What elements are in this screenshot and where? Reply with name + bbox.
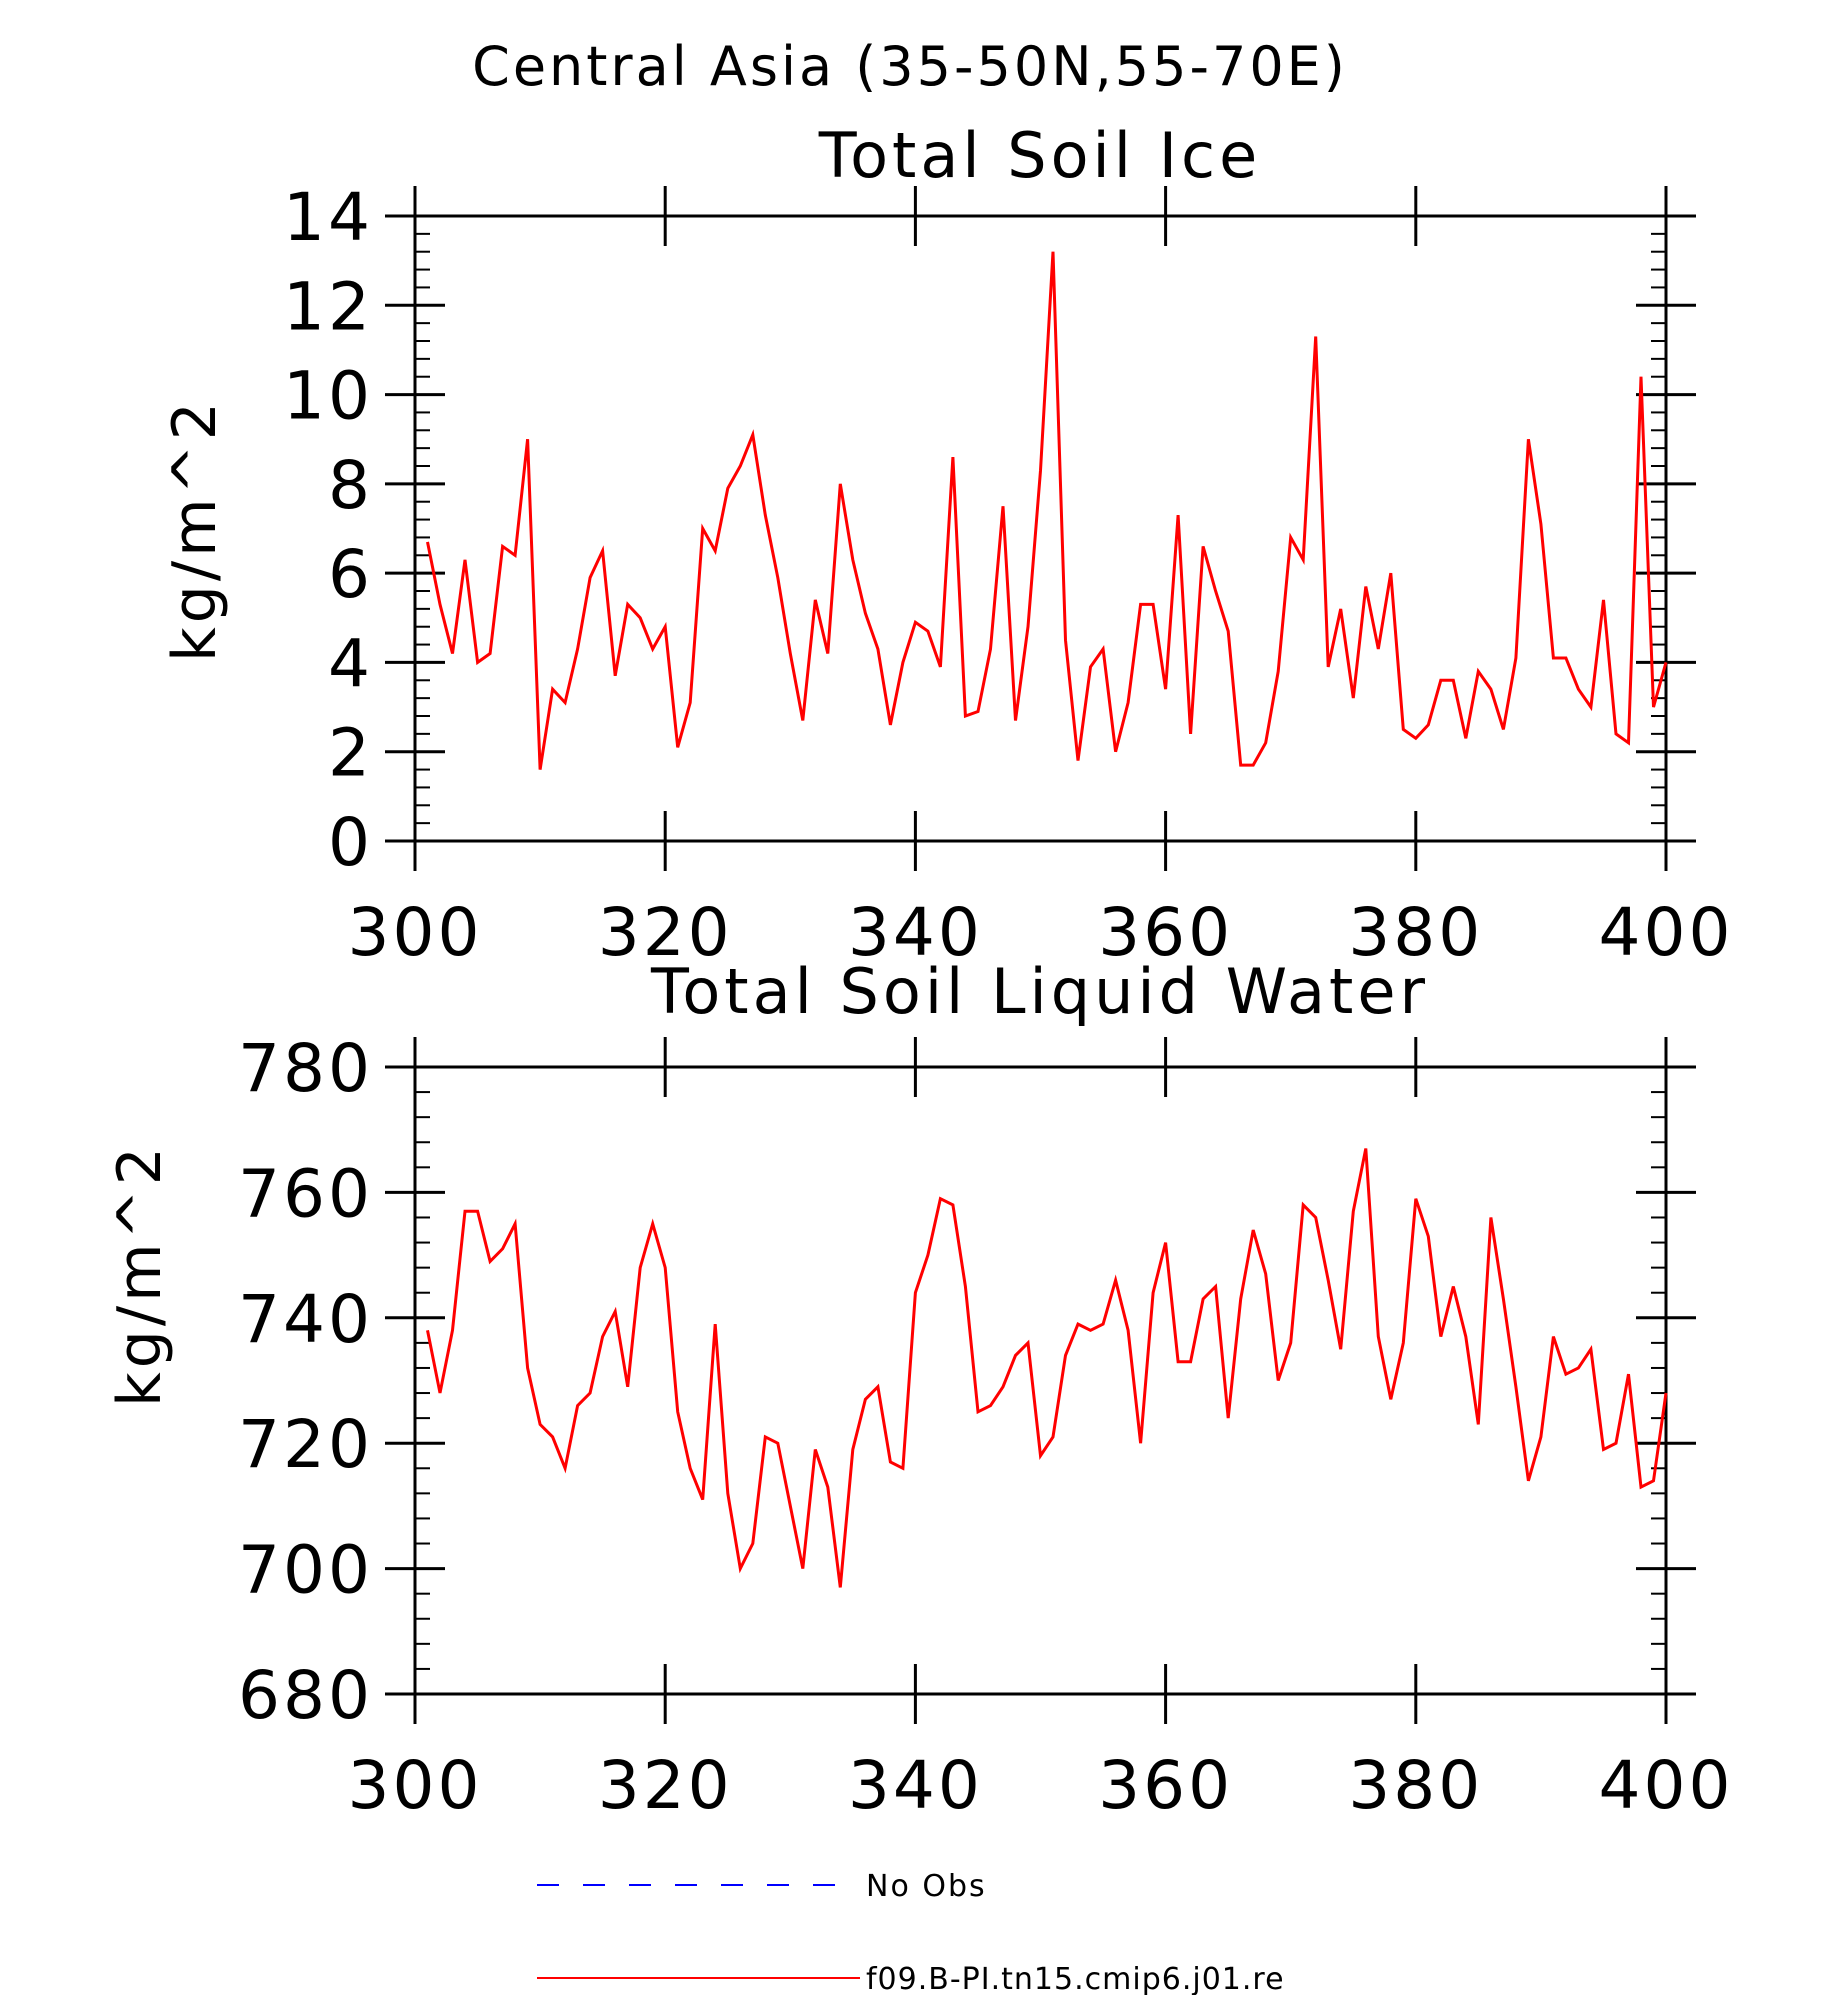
- legend-model-label: f09.B-PI.tn15.cmip6.j01.re: [866, 1962, 1285, 1995]
- soil-liquid-water-x-tick-label: 320: [598, 1747, 733, 1824]
- soil-liquid-water-y-tick-label: 780: [238, 1030, 373, 1107]
- soil-liquid-water-ylabel: kg/m^2: [105, 1143, 175, 1407]
- soil-ice-x-tick-label: 340: [848, 894, 983, 971]
- soil-liquid-water-x-tick-label: 340: [848, 1747, 983, 1824]
- soil-ice-x-tick-label: 320: [598, 894, 733, 971]
- soil-liquid-water-panel: Total Soil Liquid Water kg/m^2 300 320 340…: [105, 955, 1734, 1824]
- soil-ice-plot-frame: [413, 214, 1668, 843]
- main-title: Central Asia (35-50N,55-70E): [472, 35, 1348, 98]
- soil-liquid-water-y-tick-label: 700: [238, 1532, 373, 1609]
- soil-ice-ylabel: kg/m^2: [160, 398, 230, 662]
- legend: No Obs f09.B-PI.tn15.cmip6.j01.re: [537, 1869, 1285, 1995]
- soil-liquid-water-y-tick-label: 740: [238, 1281, 373, 1358]
- soil-ice-panel: Total Soil Ice kg/m^2 300 320 340 360 380 400…: [160, 119, 1734, 971]
- soil-ice-y-tick-label: 10: [283, 358, 373, 435]
- soil-ice-y-tick-label: 0: [328, 804, 373, 881]
- soil-ice-y-tick-label: 12: [283, 268, 373, 345]
- soil-ice-x-tick-label: 300: [348, 894, 483, 971]
- soil-ice-y-tick-label: 8: [328, 447, 373, 524]
- soil-ice-x-tick-label: 400: [1599, 894, 1734, 971]
- soil-liquid-water-plot-frame: [413, 1065, 1668, 1696]
- soil-liquid-water-series-line: [426, 1148, 1668, 1588]
- soil-ice-title: Total Soil Ice: [818, 119, 1261, 192]
- soil-ice-series-line: [426, 251, 1668, 770]
- soil-liquid-water-x-tick-label: 300: [348, 1747, 483, 1824]
- soil-ice-x-tick-label: 380: [1348, 894, 1483, 971]
- soil-liquid-water-x-tick-label: 360: [1098, 1747, 1233, 1824]
- soil-liquid-water-x-tick-label: 380: [1348, 1747, 1483, 1824]
- soil-ice-y-tick-label: 2: [328, 715, 373, 792]
- soil-liquid-water-y-tick-label: 680: [238, 1657, 373, 1734]
- soil-ice-y-tick-label: 14: [283, 179, 373, 256]
- soil-liquid-water-y-tick-label: 760: [238, 1155, 373, 1232]
- soil-ice-y-tick-label: 4: [328, 625, 373, 702]
- soil-ice-y-tick-label: 6: [328, 536, 373, 613]
- soil-liquid-water-y-tick-label: 720: [238, 1406, 373, 1483]
- soil-ice-x-tick-label: 360: [1098, 894, 1233, 971]
- soil-liquid-water-x-tick-label: 400: [1599, 1747, 1734, 1824]
- legend-obs-label: No Obs: [866, 1869, 987, 1904]
- soil-liquid-water-title: Total Soil Liquid Water: [650, 955, 1429, 1028]
